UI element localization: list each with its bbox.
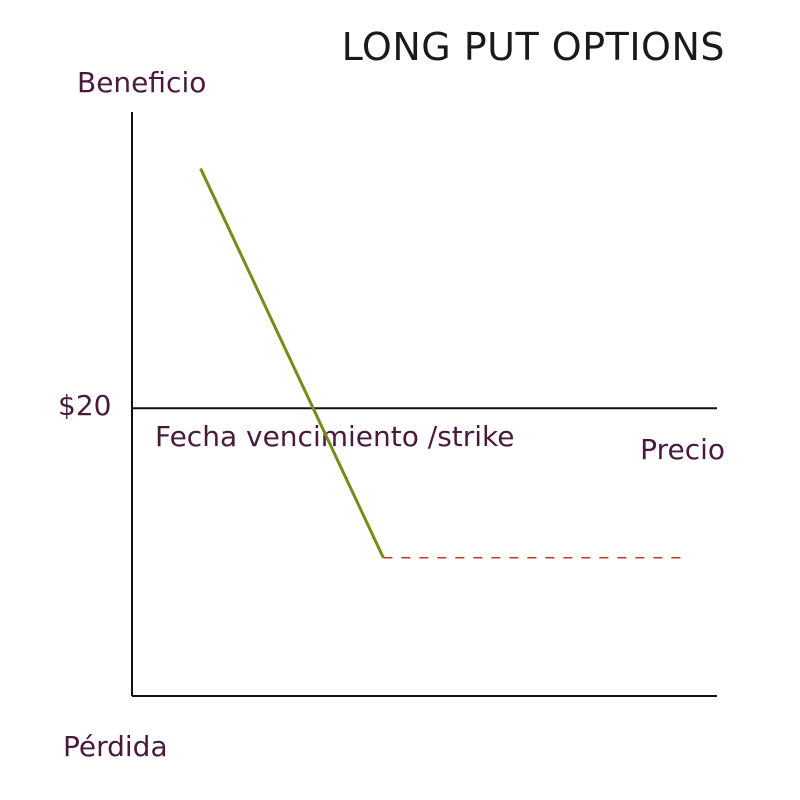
y-axis-label-profit: Beneficio bbox=[77, 66, 206, 99]
strike-label: Fecha vencimiento /strike bbox=[155, 420, 515, 453]
reference-value-label: $20 bbox=[58, 389, 111, 422]
y-axis-label-loss: Pérdida bbox=[63, 730, 168, 763]
payoff-solid-segment bbox=[199, 167, 385, 559]
x-axis-label: Precio bbox=[640, 433, 725, 466]
chart-title: LONG PUT OPTIONS bbox=[342, 25, 725, 69]
